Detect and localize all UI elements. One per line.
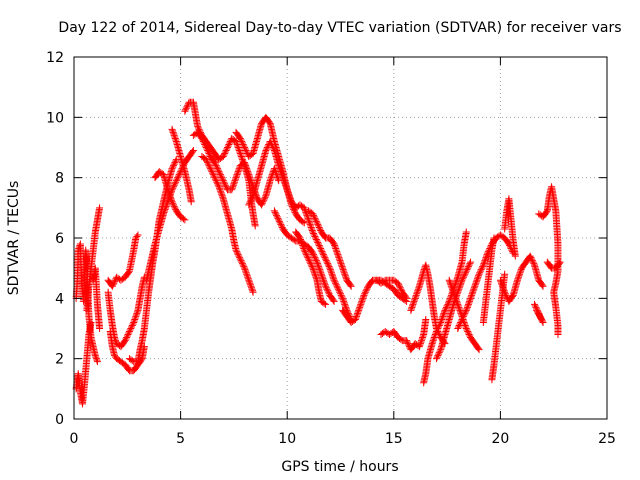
- series-ad: [496, 252, 547, 305]
- x-tick-label: 5: [176, 431, 185, 447]
- plus-marker: [198, 153, 257, 296]
- y-tick-label: 4: [55, 291, 64, 307]
- plus-marker: [106, 328, 148, 375]
- axis-ticks: 0 2 4 6 8 10 12 0 5 10 15 20 25: [46, 50, 616, 447]
- plus-marker: [531, 300, 547, 326]
- plus-marker: [496, 252, 547, 305]
- x-tick-label: 10: [278, 431, 296, 447]
- x-tick-label: 25: [598, 431, 616, 447]
- series-j: [151, 168, 189, 224]
- y-tick-label: 6: [55, 231, 64, 247]
- y-tick-label: 8: [55, 171, 64, 187]
- y-tick-label: 12: [46, 50, 64, 66]
- series-u: [373, 276, 411, 305]
- series-p: [245, 137, 355, 323]
- series-n: [198, 153, 257, 296]
- series-e: [104, 231, 142, 290]
- series-d: [89, 264, 104, 332]
- plus-marker: [535, 183, 562, 339]
- series-ag: [535, 183, 562, 339]
- y-axis-label: SDTVAR / TECUs: [6, 181, 22, 296]
- y-tick-label: 0: [55, 412, 64, 428]
- plus-marker: [245, 137, 355, 323]
- y-tick-label: 10: [46, 110, 64, 126]
- x-tick-label: 15: [385, 431, 403, 447]
- series-s: [305, 207, 355, 290]
- plus-marker: [420, 228, 470, 387]
- series-x: [420, 228, 470, 387]
- plus-marker: [104, 231, 142, 290]
- plus-marker: [479, 234, 498, 326]
- series-ab: [479, 234, 498, 326]
- series-af: [531, 300, 547, 326]
- series-v: [377, 315, 430, 354]
- y-tick-label: 2: [55, 352, 64, 368]
- plus-marker: [83, 204, 104, 314]
- chart-title: Day 122 of 2014, Sidereal Day-to-day VTE…: [58, 20, 621, 36]
- plus-marker: [377, 315, 430, 354]
- plus-marker: [168, 125, 195, 206]
- plus-marker: [373, 276, 411, 305]
- plus-marker: [501, 195, 519, 260]
- series-ae: [501, 195, 519, 260]
- series-c: [83, 204, 104, 314]
- series-ah: [543, 258, 564, 272]
- plus-marker: [270, 207, 338, 305]
- data-markers: [72, 98, 564, 408]
- plus-marker: [292, 228, 330, 308]
- x-axis-label: GPS time / hours: [281, 459, 398, 475]
- x-tick-label: 0: [70, 431, 79, 447]
- series-r: [292, 228, 330, 308]
- plus-marker: [305, 207, 355, 290]
- x-tick-label: 20: [491, 431, 509, 447]
- plus-marker: [151, 168, 189, 224]
- series-q: [270, 207, 338, 305]
- series-k: [168, 125, 195, 206]
- plus-marker: [543, 258, 564, 272]
- plus-marker: [89, 264, 104, 332]
- series-g: [106, 328, 148, 375]
